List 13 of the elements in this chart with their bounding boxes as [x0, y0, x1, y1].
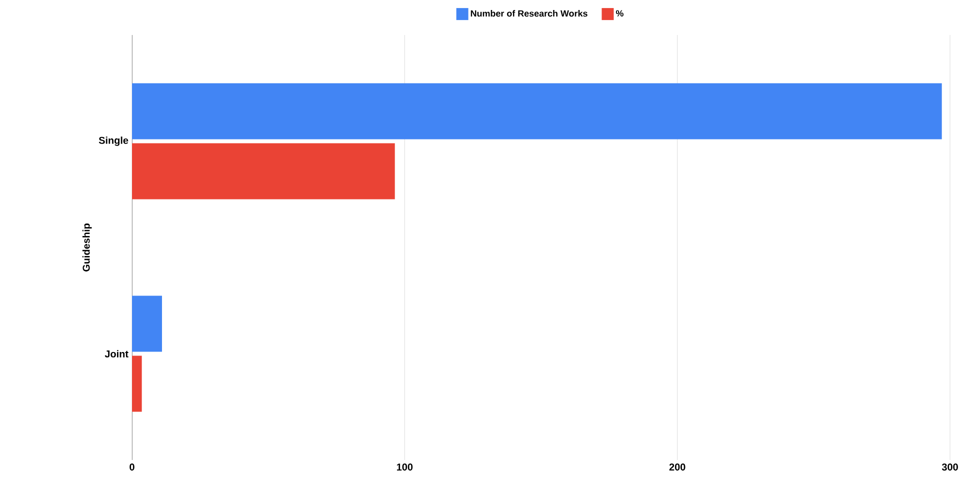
y-axis-title: Guideship	[82, 224, 92, 272]
y-tick-label: Joint	[104, 350, 128, 358]
x-tick-label: 300	[942, 464, 958, 471]
x-tick-label: 0	[130, 464, 134, 471]
bar	[132, 143, 395, 200]
x-tick-label: 100	[396, 464, 413, 471]
bar	[132, 296, 162, 352]
legend-label: %	[616, 10, 624, 16]
y-tick-label: Single	[98, 136, 128, 146]
x-tick-label: 200	[669, 464, 686, 471]
legend-label: Number of Research Works	[470, 10, 588, 17]
bar	[132, 83, 942, 140]
bar	[132, 356, 142, 412]
